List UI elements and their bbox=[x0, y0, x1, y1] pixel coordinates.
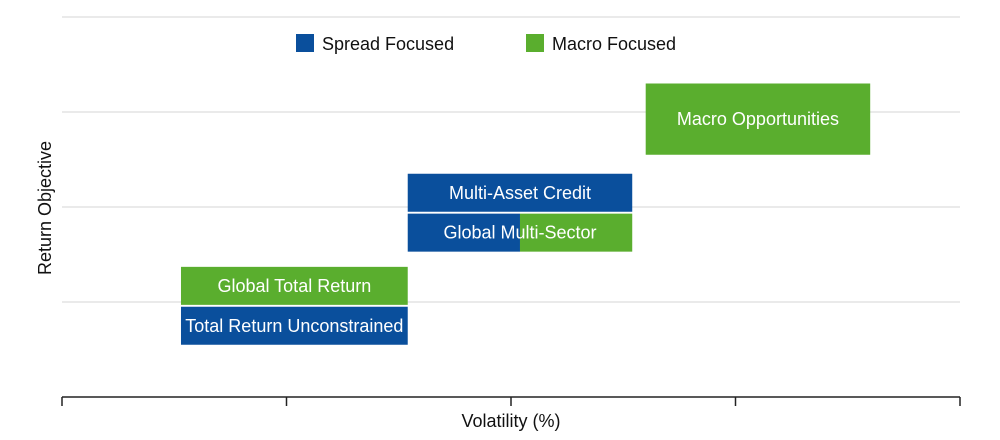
box-label-multi-asset-credit: Multi-Asset Credit bbox=[449, 183, 591, 203]
box-global-multi-sector-segment bbox=[407, 213, 520, 252]
box-label-global-multi-sector: Global Multi-Sector bbox=[443, 223, 596, 243]
legend-label-spread-focused: Spread Focused bbox=[322, 34, 454, 54]
box-label-total-return-unconstrained: Total Return Unconstrained bbox=[185, 316, 403, 336]
legend-swatch-macro-focused bbox=[526, 34, 544, 52]
legend-swatch-spread-focused bbox=[296, 34, 314, 52]
gridlines bbox=[62, 16, 960, 303]
legend-label-macro-focused: Macro Focused bbox=[552, 34, 676, 54]
x-axis bbox=[61, 396, 961, 406]
x-axis-label: Volatility (%) bbox=[461, 411, 560, 431]
box-macro-opportunities-segment bbox=[645, 83, 871, 155]
box-label-global-total-return: Global Total Return bbox=[217, 276, 371, 296]
box-global-multi-sector-segment bbox=[519, 213, 633, 252]
box-total-return-unconstrained-segment bbox=[180, 306, 408, 345]
box-multi-asset-credit-segment bbox=[407, 173, 633, 212]
box-global-total-return-segment bbox=[180, 266, 408, 305]
legend: Spread Focused Macro Focused bbox=[296, 34, 676, 54]
range-boxes: Macro Opportunities Multi-Asset Credit Glo… bbox=[180, 83, 871, 345]
box-label-macro-opportunities: Macro Opportunities bbox=[677, 109, 839, 129]
y-axis-label: Return Objective bbox=[35, 141, 55, 275]
